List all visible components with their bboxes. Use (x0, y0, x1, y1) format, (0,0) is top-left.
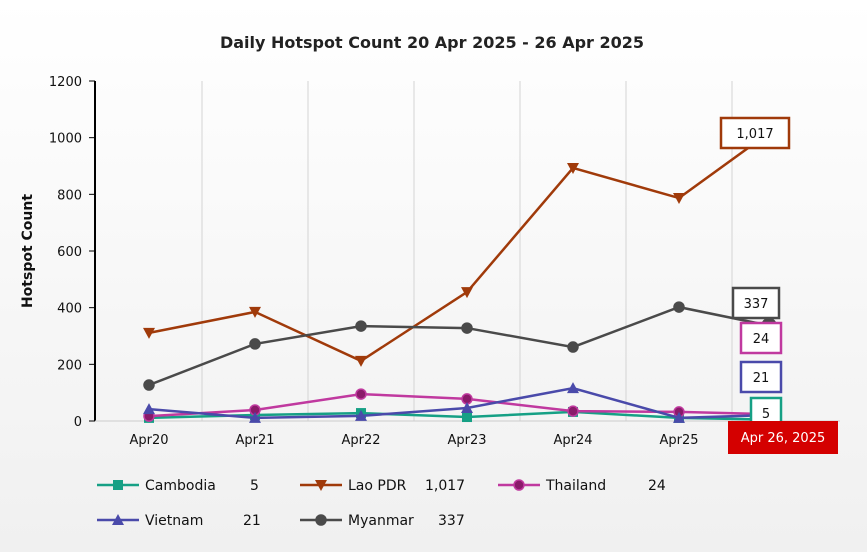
data-point[interactable] (355, 388, 367, 400)
data-point[interactable] (673, 193, 685, 205)
y-tick-label: 800 (57, 188, 82, 203)
legend-item-vietnam[interactable]: Vietnam 21 (97, 513, 261, 529)
data-point[interactable] (461, 401, 473, 413)
data-point[interactable] (567, 162, 579, 174)
data-point[interactable] (113, 480, 123, 490)
legend-value: 5 (250, 478, 259, 494)
legend-label: Cambodia (145, 478, 216, 494)
crosshair-text: Apr 26, 2025 (741, 431, 826, 446)
data-point[interactable] (143, 379, 155, 391)
tooltip-lao-pdr: 1,017 (719, 116, 791, 150)
legend-label: Thailand (545, 478, 606, 494)
tooltip-box (719, 116, 791, 150)
y-tick-label: 400 (57, 302, 82, 317)
legend-value: 1,017 (425, 478, 465, 494)
data-point[interactable] (143, 327, 155, 339)
legend-label: Lao PDR (348, 478, 407, 494)
tooltip-vietnam: 21 (739, 360, 783, 394)
x-tick-label: Apr20 (129, 433, 168, 448)
y-tick-label: 1000 (49, 132, 82, 147)
data-point[interactable] (315, 514, 327, 526)
data-point[interactable] (249, 411, 261, 423)
tooltip-value: 5 (762, 407, 770, 422)
data-point[interactable] (461, 322, 473, 334)
data-point[interactable] (249, 338, 261, 350)
data-point[interactable] (355, 409, 367, 421)
tooltip-myanmar: 337 (731, 286, 781, 320)
x-tick-label: Apr21 (235, 433, 274, 448)
legend-item-myanmar[interactable]: Myanmar 337 (300, 513, 465, 529)
data-point[interactable] (567, 405, 579, 417)
y-axis-label: Hotspot Count (20, 194, 36, 308)
tooltip-box (739, 321, 783, 355)
data-point[interactable] (461, 287, 473, 299)
legend-label: Vietnam (145, 513, 203, 529)
data-point[interactable] (673, 411, 685, 423)
legend-value: 337 (438, 513, 465, 529)
data-point[interactable] (673, 301, 685, 313)
x-tick-label: Apr22 (341, 433, 380, 448)
data-point[interactable] (315, 480, 327, 491)
tooltip-thailand: 24 (739, 321, 783, 355)
legend-item-cambodia[interactable]: Cambodia 5 (97, 478, 259, 494)
data-point[interactable] (513, 479, 525, 491)
legend-label: Myanmar (348, 513, 414, 529)
legend-value: 21 (243, 513, 261, 529)
legend-item-thailand[interactable]: Thailand 24 (498, 478, 666, 494)
data-point[interactable] (249, 306, 261, 318)
tooltip-value: 1,017 (736, 127, 773, 142)
data-point[interactable] (462, 412, 472, 423)
y-tick-label: 600 (57, 245, 82, 260)
tooltip-value: 24 (753, 332, 770, 347)
legend-value: 24 (648, 478, 666, 494)
data-point[interactable] (567, 341, 579, 353)
tooltip-box (731, 286, 781, 320)
data-point[interactable] (567, 382, 579, 394)
y-tick-label: 1200 (49, 75, 82, 90)
crosshair-label: Apr 26, 2025 (728, 421, 838, 454)
data-point[interactable] (355, 320, 367, 332)
data-point[interactable] (355, 355, 367, 367)
x-tick-label: Apr25 (659, 433, 698, 448)
y-tick-label: 0 (74, 415, 82, 430)
legend-item-lao-pdr[interactable]: Lao PDR 1,017 (300, 478, 465, 494)
tooltip-box (739, 360, 783, 394)
tooltip-value: 337 (744, 297, 769, 312)
crosshair-box (728, 421, 838, 454)
x-tick-label: Apr23 (447, 433, 486, 448)
y-tick-label: 200 (57, 358, 82, 373)
series-line (148, 305, 770, 387)
chart-title: Daily Hotspot Count 20 Apr 2025 - 26 Apr… (220, 33, 644, 52)
x-tick-label: Apr24 (553, 433, 592, 448)
data-point[interactable] (143, 403, 155, 415)
data-point[interactable] (112, 514, 124, 525)
series-lao-pdr (143, 125, 777, 367)
tooltip-value: 21 (753, 371, 770, 386)
